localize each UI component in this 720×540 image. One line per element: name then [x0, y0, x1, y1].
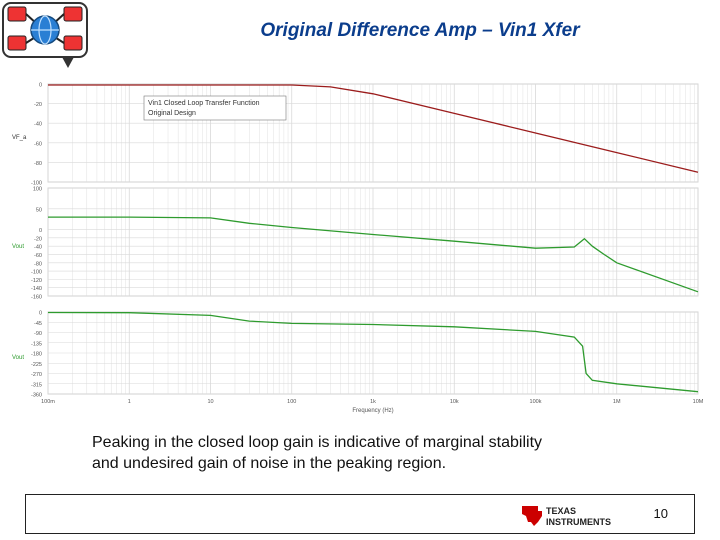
- x-tick-label: 1k: [370, 399, 376, 405]
- x-tick-label: 100: [287, 399, 296, 405]
- y-tick-label: -315: [31, 382, 42, 388]
- y-tick-label: -120: [31, 278, 42, 284]
- y-tick-label: -135: [31, 341, 42, 347]
- y-tick-label: -90: [34, 331, 42, 337]
- y-axis-label: Vout: [12, 244, 24, 250]
- y-tick-label: -20: [34, 236, 42, 242]
- y-tick-label: -225: [31, 362, 42, 368]
- y-tick-label: -270: [31, 372, 42, 378]
- y-tick-label: 0: [39, 228, 42, 234]
- series-line-panel-2: [48, 216, 699, 293]
- y-tick-label: -160: [31, 295, 42, 301]
- y-tick-label: -140: [31, 286, 42, 292]
- y-tick-label: 0: [39, 311, 42, 317]
- slide-title: Original Difference Amp – Vin1 Xfer: [260, 20, 580, 41]
- y-tick-label: -60: [34, 253, 42, 259]
- series-line-panel-3: [47, 311, 699, 393]
- page-number: 10: [653, 506, 668, 521]
- y-tick-label: -80: [34, 161, 42, 167]
- brand-line-1: TEXAS: [546, 506, 576, 516]
- caption-line-2: and undesired gain of noise in the peaki…: [92, 455, 447, 472]
- legend-entry: Original Design: [148, 110, 196, 117]
- y-tick-label: -180: [31, 352, 42, 358]
- brand-line-2: INSTRUMENTS: [546, 517, 611, 527]
- x-tick-label: 10: [207, 399, 213, 405]
- y-axis-label: Vout: [12, 355, 24, 361]
- y-tick-label: -60: [34, 141, 42, 147]
- y-tick-label: -40: [34, 122, 42, 128]
- y-tick-label: 50: [36, 207, 42, 213]
- slide-caption: Peaking in the closed loop gain is indic…: [92, 432, 652, 474]
- x-axis-label: Frequency (Hz): [352, 408, 393, 414]
- y-tick-label: -100: [31, 270, 42, 276]
- series-line-panel-1: [48, 84, 699, 173]
- y-tick-label: -100: [31, 181, 42, 187]
- y-tick-label: 0: [39, 83, 42, 89]
- x-tick-label: 100k: [530, 399, 542, 405]
- x-tick-label: 1: [128, 399, 131, 405]
- y-tick-label: -360: [31, 393, 42, 399]
- legend-entry: Vin1 Closed Loop Transfer Function: [148, 100, 260, 107]
- y-tick-label: -40: [34, 245, 42, 251]
- network-globe-logo: [2, 2, 88, 68]
- y-tick-label: -45: [34, 321, 42, 327]
- footer-box: TEXAS INSTRUMENTS 10: [25, 494, 695, 534]
- y-axis-label: VF_a: [12, 135, 27, 141]
- x-tick-label: 10M: [693, 399, 704, 405]
- y-tick-label: -80: [34, 261, 42, 267]
- bode-plot-chart: 0 -20 -40 -60 -80 -100 VF_a Vin1 Closed Loop Tr…: [12, 83, 704, 415]
- texas-instruments-logo: TEXAS INSTRUMENTS: [522, 506, 611, 527]
- legend-box: [143, 95, 287, 121]
- x-tick-label: 10k: [450, 399, 459, 405]
- caption-line-1: Peaking in the closed loop gain is indic…: [92, 434, 543, 451]
- y-tick-label: -20: [34, 102, 42, 108]
- x-tick-label: 1M: [613, 399, 621, 405]
- x-tick-label: 100m: [41, 399, 55, 405]
- y-tick-label: 100: [33, 187, 42, 193]
